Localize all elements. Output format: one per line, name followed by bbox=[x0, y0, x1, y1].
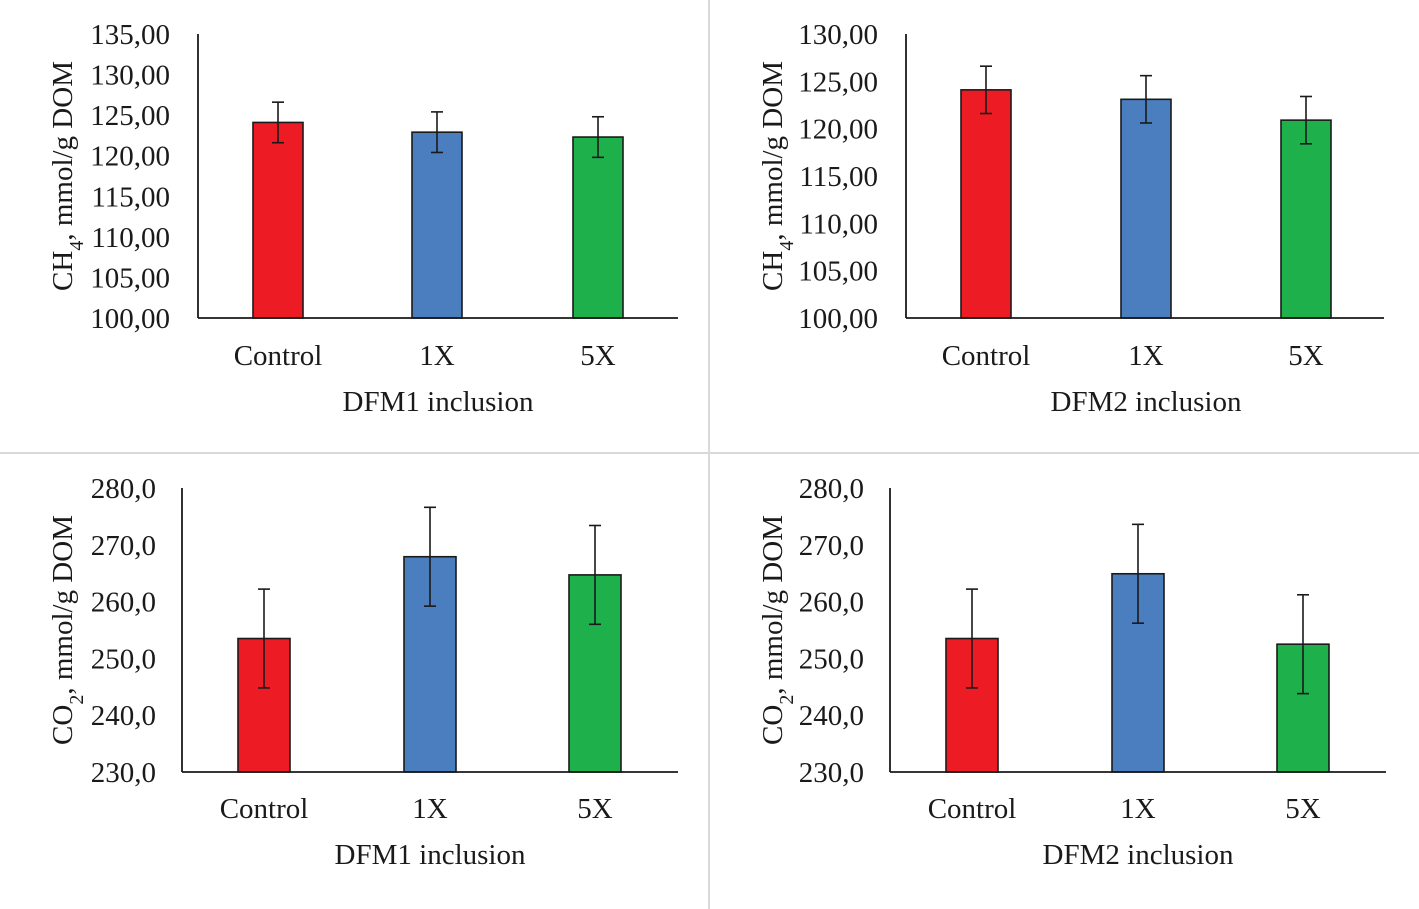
bar-1x bbox=[1111, 572, 1165, 773]
bar-control bbox=[252, 121, 304, 319]
y-tick-label: 230,0 bbox=[799, 757, 864, 789]
bar-1x bbox=[1120, 98, 1172, 319]
y-tick-label: 115,00 bbox=[91, 181, 170, 213]
y-tick-label: 250,0 bbox=[91, 643, 156, 675]
bar-5x bbox=[568, 574, 622, 773]
y-tick-label: 240,0 bbox=[91, 700, 156, 732]
y-axis-title: CO2, mmol/g DOM bbox=[47, 515, 88, 745]
chart-panel-co2-dfm1: 230,0 240,0 250,0 260,0 270,0 280,0 Control 1X 5… bbox=[0, 454, 708, 909]
y-tick-label: 260,0 bbox=[91, 587, 156, 619]
x-category-label: 1X bbox=[412, 793, 448, 825]
x-category-label: Control bbox=[234, 340, 323, 372]
horizontal-divider bbox=[0, 452, 1419, 454]
y-tick-label: 120,00 bbox=[798, 114, 878, 146]
y-tick-label: 270,0 bbox=[91, 530, 156, 562]
y-tick-label: 280,0 bbox=[799, 473, 864, 505]
y-tick-label: 270,0 bbox=[799, 530, 864, 562]
x-axis-title: DFM2 inclusion bbox=[1043, 839, 1234, 871]
y-tick-label: 130,00 bbox=[798, 19, 878, 51]
x-axis-title: DFM1 inclusion bbox=[335, 839, 526, 871]
bar-5x bbox=[1280, 119, 1332, 319]
x-category-label: 1X bbox=[1128, 340, 1164, 372]
chart-panel-ch4-dfm2: 100,00 105,00 110,00 115,00 120,00 125,00 130,… bbox=[710, 0, 1419, 452]
x-category-label: 5X bbox=[580, 340, 616, 372]
x-category-label: Control bbox=[220, 793, 309, 825]
y-tick-label: 100,00 bbox=[798, 303, 878, 335]
bar-control bbox=[960, 89, 1012, 319]
x-category-label: 5X bbox=[1288, 340, 1324, 372]
y-tick-label: 100,00 bbox=[90, 303, 170, 335]
y-tick-label: 125,00 bbox=[798, 66, 878, 98]
y-tick-label: 250,0 bbox=[799, 643, 864, 675]
chart-co2-dfm2: 230,0 240,0 250,0 260,0 270,0 280,0 Control 1X 5… bbox=[757, 473, 1386, 871]
y-tick-label: 260,0 bbox=[799, 587, 864, 619]
bar-5x bbox=[572, 136, 624, 319]
chart-panel-co2-dfm2: 230,0 240,0 250,0 260,0 270,0 280,0 Control 1X 5… bbox=[710, 454, 1419, 909]
y-tick-label: 130,00 bbox=[90, 60, 170, 92]
x-axis-title: DFM1 inclusion bbox=[343, 386, 534, 418]
chart-co2-dfm1: 230,0 240,0 250,0 260,0 270,0 280,0 Control 1X 5… bbox=[47, 473, 678, 871]
y-tick-label: 105,00 bbox=[798, 256, 878, 288]
y-tick-label: 105,00 bbox=[90, 262, 170, 294]
y-tick-label: 230,0 bbox=[91, 757, 156, 789]
y-tick-label: 240,0 bbox=[799, 700, 864, 732]
y-tick-label: 110,00 bbox=[91, 222, 170, 254]
y-tick-label: 115,00 bbox=[799, 161, 878, 193]
bar-1x bbox=[411, 131, 463, 319]
x-category-label: 1X bbox=[419, 340, 455, 372]
chart-ch4-dfm2: 100,00 105,00 110,00 115,00 120,00 125,00 130,… bbox=[757, 19, 1384, 418]
y-tick-label: 125,00 bbox=[90, 100, 170, 132]
y-axis-title: CH4, mmol/g DOM bbox=[757, 61, 798, 291]
x-category-label: 1X bbox=[1120, 793, 1156, 825]
y-tick-label: 135,00 bbox=[90, 19, 170, 51]
y-axis-title: CO2, mmol/g DOM bbox=[757, 515, 798, 745]
x-category-label: 5X bbox=[1285, 793, 1321, 825]
x-category-label: 5X bbox=[577, 793, 613, 825]
x-axis-title: DFM2 inclusion bbox=[1051, 386, 1242, 418]
chart-panel-ch4-dfm1: 100,00 105,00 110,00 115,00 120,00 125,00 130,… bbox=[0, 0, 708, 452]
chart-ch4-dfm1: 100,00 105,00 110,00 115,00 120,00 125,00 130,… bbox=[47, 19, 678, 418]
vertical-divider bbox=[708, 0, 710, 909]
y-tick-label: 280,0 bbox=[91, 473, 156, 505]
x-category-label: Control bbox=[928, 793, 1017, 825]
y-tick-label: 120,00 bbox=[90, 141, 170, 173]
y-axis-title: CH4, mmol/g DOM bbox=[47, 61, 88, 291]
x-category-label: Control bbox=[942, 340, 1031, 372]
y-tick-label: 110,00 bbox=[799, 208, 878, 240]
